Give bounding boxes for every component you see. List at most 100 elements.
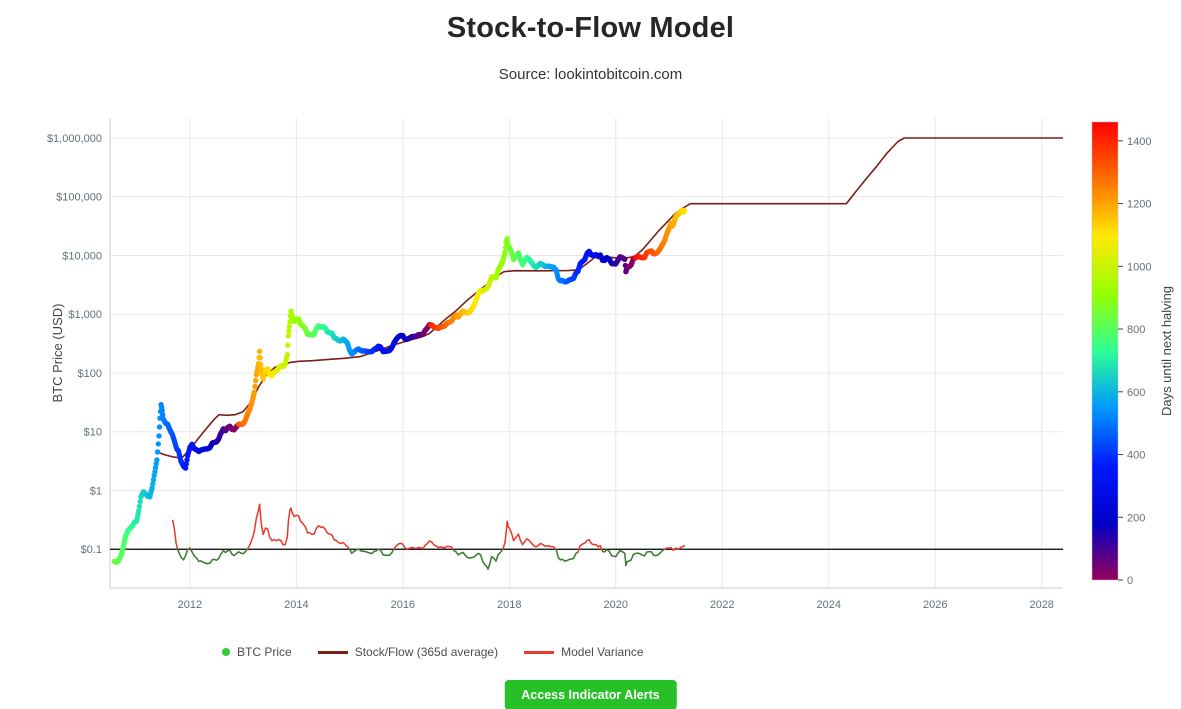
legend-item-btc-price[interactable]: BTC Price <box>222 645 292 659</box>
btc-price-point <box>251 389 257 395</box>
model-variance-segment <box>259 516 263 528</box>
btc-price-point <box>149 485 155 491</box>
colorbar-tick-label: 1200 <box>1127 199 1151 211</box>
btc-price-point <box>285 342 291 348</box>
btc-price-marker-icon <box>222 648 230 656</box>
model-variance-segment <box>502 541 506 550</box>
colorbar-tick-label: 1000 <box>1127 261 1151 273</box>
y-tick-label: $1,000 <box>68 309 102 321</box>
legend-item-model-variance[interactable]: Model Variance <box>524 645 644 659</box>
colorbar-tick-label: 400 <box>1127 450 1145 462</box>
model-variance-segment <box>258 503 262 519</box>
chart-legend: BTC Price Stock/Flow (365d average) Mode… <box>222 645 644 659</box>
model-variance-segment <box>487 563 491 570</box>
y-tick-label: $0.1 <box>81 544 102 556</box>
model-variance-segment <box>304 526 309 534</box>
btc-price-point <box>252 383 258 390</box>
colorbar-title: Days until next halving <box>1159 286 1174 416</box>
model-variance-segment <box>178 552 183 559</box>
x-tick-label: 2022 <box>710 599 734 611</box>
y-axis-title: BTC Price (USD) <box>50 304 65 403</box>
btc-price-point <box>258 366 264 372</box>
model-variance-segment <box>506 520 509 528</box>
model-variance-segment <box>246 543 251 550</box>
y-tick-label: $1 <box>90 485 102 497</box>
model-variance-segment <box>488 555 493 566</box>
model-variance-segment <box>290 507 293 514</box>
x-tick-label: 2014 <box>284 599 308 611</box>
btc-price-point <box>136 503 143 509</box>
legend-item-stock-flow[interactable]: Stock/Flow (365d average) <box>317 645 499 659</box>
model-variance-line-icon <box>524 650 555 654</box>
btc-price-point <box>137 498 143 505</box>
model-variance-segment <box>284 536 289 546</box>
model-variance-segment <box>255 509 260 519</box>
model-variance-segment <box>297 515 302 522</box>
btc-price-point <box>285 333 292 339</box>
y-tick-label: $100 <box>78 368 102 380</box>
stock-flow-line-icon <box>317 650 348 654</box>
btc-price-point <box>182 465 189 471</box>
colorbar-tick-label: 800 <box>1127 324 1145 336</box>
model-variance-segment <box>379 549 384 556</box>
legend-label-stock-flow: Stock/Flow (365d average) <box>354 645 499 659</box>
btc-price-point <box>150 481 156 487</box>
btc-price-point <box>160 412 166 418</box>
btc-price-point <box>258 361 264 368</box>
btc-price-point <box>184 457 190 463</box>
x-tick-label: 2020 <box>604 599 628 611</box>
y-tick-label: $1,000,000 <box>47 133 102 145</box>
btc-price-point <box>284 352 290 358</box>
model-variance-segment <box>681 544 686 548</box>
model-variance-segment <box>249 538 253 546</box>
model-variance-segment <box>253 517 258 533</box>
x-tick-label: 2018 <box>497 599 521 611</box>
model-variance-segment <box>577 544 581 553</box>
model-variance-segment <box>173 528 177 544</box>
x-tick-label: 2024 <box>817 599 841 611</box>
btc-price-point <box>156 424 163 430</box>
model-variance-segment <box>280 539 284 546</box>
model-variance-segment <box>630 553 635 561</box>
model-variance-segment <box>331 534 335 541</box>
model-variance-segment <box>504 532 507 544</box>
model-variance-segment <box>251 530 256 540</box>
access-indicator-alerts-button[interactable]: Access Indicator Alerts <box>504 680 677 709</box>
model-variance-segment <box>517 533 522 542</box>
btc-price-point <box>154 449 161 455</box>
model-variance-segment <box>266 528 271 538</box>
page-title: Stock-to-Flow Model <box>446 12 735 44</box>
model-variance-segment <box>172 519 176 530</box>
btc-price-point <box>681 207 688 214</box>
colorbar-tick-label: 200 <box>1127 512 1145 524</box>
colorbar-tick-label: 600 <box>1127 387 1145 399</box>
y-tick-label: $100,000 <box>56 192 102 204</box>
model-variance-segment <box>219 549 225 556</box>
model-variance-segment <box>182 554 187 561</box>
model-variance-segment <box>495 554 499 562</box>
model-variance-segment <box>262 527 267 535</box>
model-variance-segment <box>599 544 604 553</box>
model-variance-segment <box>479 554 484 563</box>
colorbar-tick-label: 1400 <box>1127 136 1151 148</box>
btc-price-point <box>256 348 263 355</box>
y-tick-label: $10 <box>84 427 102 439</box>
colorbar-gradient <box>1091 121 1119 581</box>
btc-price-point <box>253 377 259 384</box>
x-tick-label: 2012 <box>178 599 202 611</box>
x-tick-label: 2016 <box>391 599 415 611</box>
model-variance-segment <box>572 552 577 560</box>
model-variance-segment <box>508 527 513 534</box>
model-variance-segment <box>624 552 627 567</box>
btc-price-point <box>257 355 263 361</box>
btc-price-point <box>183 461 189 467</box>
colorbar-tick-label: 0 <box>1127 575 1133 587</box>
btc-price-point <box>622 256 628 262</box>
model-variance-segment <box>313 527 318 535</box>
btc-price-point <box>286 323 293 329</box>
page-subtitle: Source: lookintobitcoin.com <box>498 66 683 83</box>
btc-price-point <box>159 407 165 414</box>
btc-price-point <box>502 249 508 255</box>
